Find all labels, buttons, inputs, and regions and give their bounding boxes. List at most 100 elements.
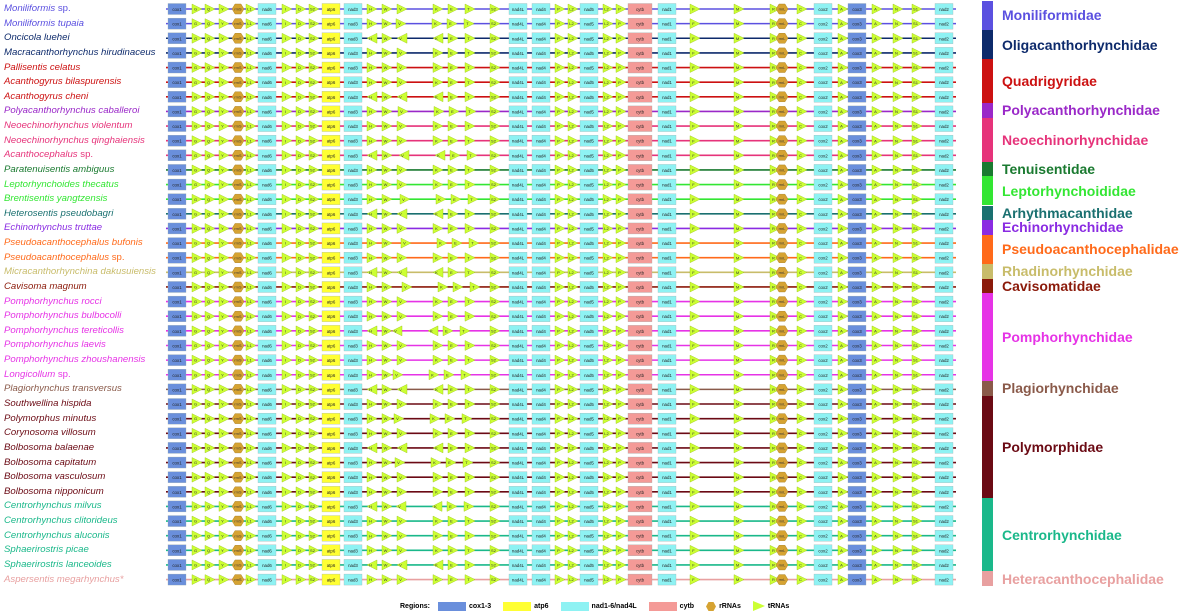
- trna-label: D: [298, 21, 301, 26]
- trna-label: D: [298, 226, 301, 231]
- gene-label: cox3: [852, 256, 862, 261]
- gene-label: nad3: [348, 431, 358, 436]
- trna-label: P: [557, 168, 560, 173]
- trna-label: L1: [247, 124, 252, 129]
- rrna-label: rrnL: [779, 520, 786, 524]
- trna-label: S2: [491, 21, 497, 26]
- trna-label: A: [840, 138, 843, 143]
- gene-label: nad1: [662, 285, 672, 290]
- gene-label: cox2: [818, 80, 828, 85]
- trna-label: V: [399, 138, 402, 143]
- species-name: Bolbosoma nipponicum: [4, 485, 104, 497]
- species-name: Micracanthorhynchina dakusuiensis: [4, 266, 156, 278]
- gene-label: atp6: [327, 226, 336, 231]
- trna-label: Q: [207, 270, 210, 275]
- gene-label: cox2: [818, 22, 828, 27]
- trna-marker: [446, 18, 458, 29]
- trna-label: A: [840, 387, 843, 392]
- trna-label: R: [772, 255, 775, 260]
- gene-label: nad5: [584, 226, 594, 231]
- trna-label: E: [454, 241, 457, 246]
- gene-block: [257, 47, 277, 59]
- gene-label: nad4L: [512, 358, 525, 363]
- trna-label: S2: [491, 241, 497, 246]
- gene-block: [508, 135, 528, 147]
- trna-marker: [204, 32, 216, 44]
- trna-label: P: [557, 109, 560, 114]
- gene-label: cox1: [172, 36, 182, 41]
- trna-label: W: [384, 299, 388, 304]
- gene-label: cox3: [852, 519, 862, 524]
- gene-label: nad1: [662, 329, 672, 334]
- trna-label: E: [450, 577, 453, 582]
- gene-block: [847, 120, 867, 132]
- trna-label: R: [772, 475, 775, 480]
- trna-label: E: [450, 314, 453, 319]
- trna-label: S2: [310, 168, 316, 173]
- gene-label: nad5: [584, 66, 594, 71]
- trna-label: N: [895, 94, 898, 99]
- rrna-label: rrnL: [779, 95, 786, 99]
- gene-label: nad6: [262, 95, 272, 100]
- trna-label: D: [298, 402, 301, 407]
- trna-label: N: [895, 153, 898, 158]
- trna-marker: [295, 91, 307, 103]
- gene-label: nad6: [262, 563, 272, 568]
- trna-marker: [602, 106, 614, 117]
- gene-label: nad3: [348, 578, 358, 583]
- trna-marker: [689, 3, 701, 15]
- rrna-label: rrnS: [234, 329, 242, 333]
- trna-label: G: [194, 299, 197, 304]
- trna-label: L1: [247, 241, 252, 246]
- trna-label: S1: [913, 416, 919, 421]
- trna-marker: [892, 91, 904, 103]
- gene-label: nad1: [662, 109, 672, 114]
- rrna-label: rrnS: [234, 22, 242, 26]
- gene-label: cox3: [852, 358, 862, 363]
- trna-marker: [615, 76, 627, 88]
- trna-marker: [911, 76, 923, 88]
- trna-label: L2: [604, 372, 609, 377]
- trna-label: Y: [221, 577, 224, 582]
- trna-label: R: [772, 489, 775, 494]
- family-color-bar: [982, 0, 993, 30]
- trna-label: M: [736, 563, 739, 568]
- trna-label: S2: [491, 36, 497, 41]
- gene-label: nad2: [939, 314, 949, 319]
- trna-label: S2: [491, 446, 497, 451]
- gene-label: nad6: [262, 80, 272, 85]
- trna-marker: [308, 47, 320, 59]
- trna-label: Y: [221, 211, 224, 216]
- trna-label: M: [736, 314, 739, 319]
- gene-label: cox3: [852, 387, 862, 392]
- trna-label: Q: [207, 80, 210, 85]
- trna-label: R: [772, 211, 775, 216]
- trna-label: L1: [247, 460, 252, 465]
- gene-label: nad6: [262, 7, 272, 12]
- trna-label: L2: [604, 50, 609, 55]
- trna-label: L2: [604, 416, 609, 421]
- gene-label: nad6: [262, 153, 272, 158]
- trna-marker: [689, 18, 701, 29]
- trna-marker: [381, 62, 393, 73]
- gene-label: nad2: [939, 300, 949, 305]
- trna-label: R: [772, 94, 775, 99]
- trna-marker: [554, 47, 566, 59]
- trna-label: S2: [491, 577, 497, 582]
- trna-label: P: [557, 50, 560, 55]
- trna-marker: [602, 91, 614, 103]
- gene-label: atp6: [327, 197, 336, 202]
- species-name: Acanthogyrus cheni: [4, 90, 89, 102]
- family-name: Tenuisentidae: [1002, 160, 1096, 177]
- species-name-list: Moniliformis sp. Moniliformis tupaia Oncic…: [0, 0, 170, 590]
- trna-label: S2: [310, 124, 316, 129]
- rrna-label: rrnL: [779, 490, 786, 494]
- species-name: Acanthocephalus sp.: [4, 149, 93, 161]
- gene-label: nad5: [584, 270, 594, 275]
- gene-label: nad5: [584, 7, 594, 12]
- trna-label: L2: [569, 328, 574, 333]
- trna-label: V: [399, 182, 402, 187]
- trna-label: A: [840, 431, 843, 436]
